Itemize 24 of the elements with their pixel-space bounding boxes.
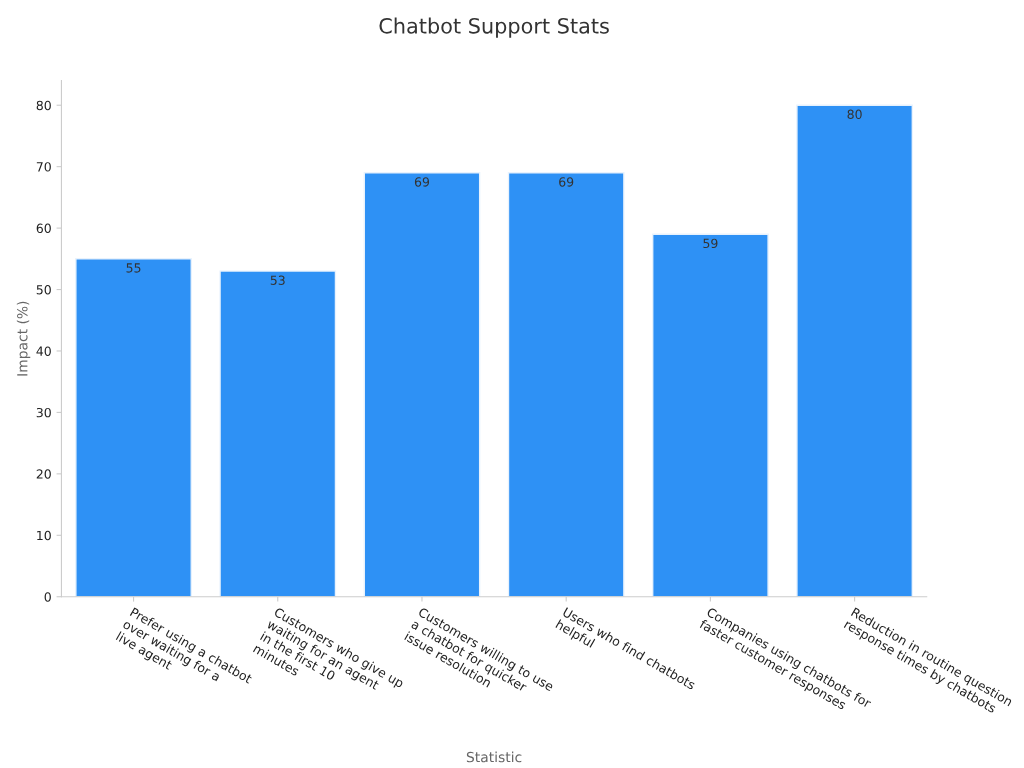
bar [219,270,337,597]
y-tick-label: 70 [36,162,51,172]
x-axis-title: Statistic [466,751,522,763]
y-tick-label: 60 [36,223,51,234]
y-axis-title: Impact (%) [16,301,31,376]
bar [363,172,481,597]
y-tick-label: 20 [36,469,51,479]
y-tick-label: 80 [36,100,51,111]
y-tick-label: 10 [37,530,51,541]
y-tick-label: 50 [36,285,51,295]
y-tick-label: 0 [44,592,51,602]
bar [75,258,192,597]
data-label: 69 [414,177,430,187]
bar [796,104,913,597]
data-label: 69 [559,177,574,187]
chart-title: Chatbot Support Stats [379,17,609,38]
data-label: 80 [847,109,862,120]
bar [652,233,769,597]
y-tick-label: 30 [36,407,51,418]
y-tick-label: 40 [36,346,51,356]
data-label: 59 [703,238,718,249]
data-label: 55 [126,263,141,273]
data-label: 53 [270,275,285,285]
bar [507,172,625,597]
